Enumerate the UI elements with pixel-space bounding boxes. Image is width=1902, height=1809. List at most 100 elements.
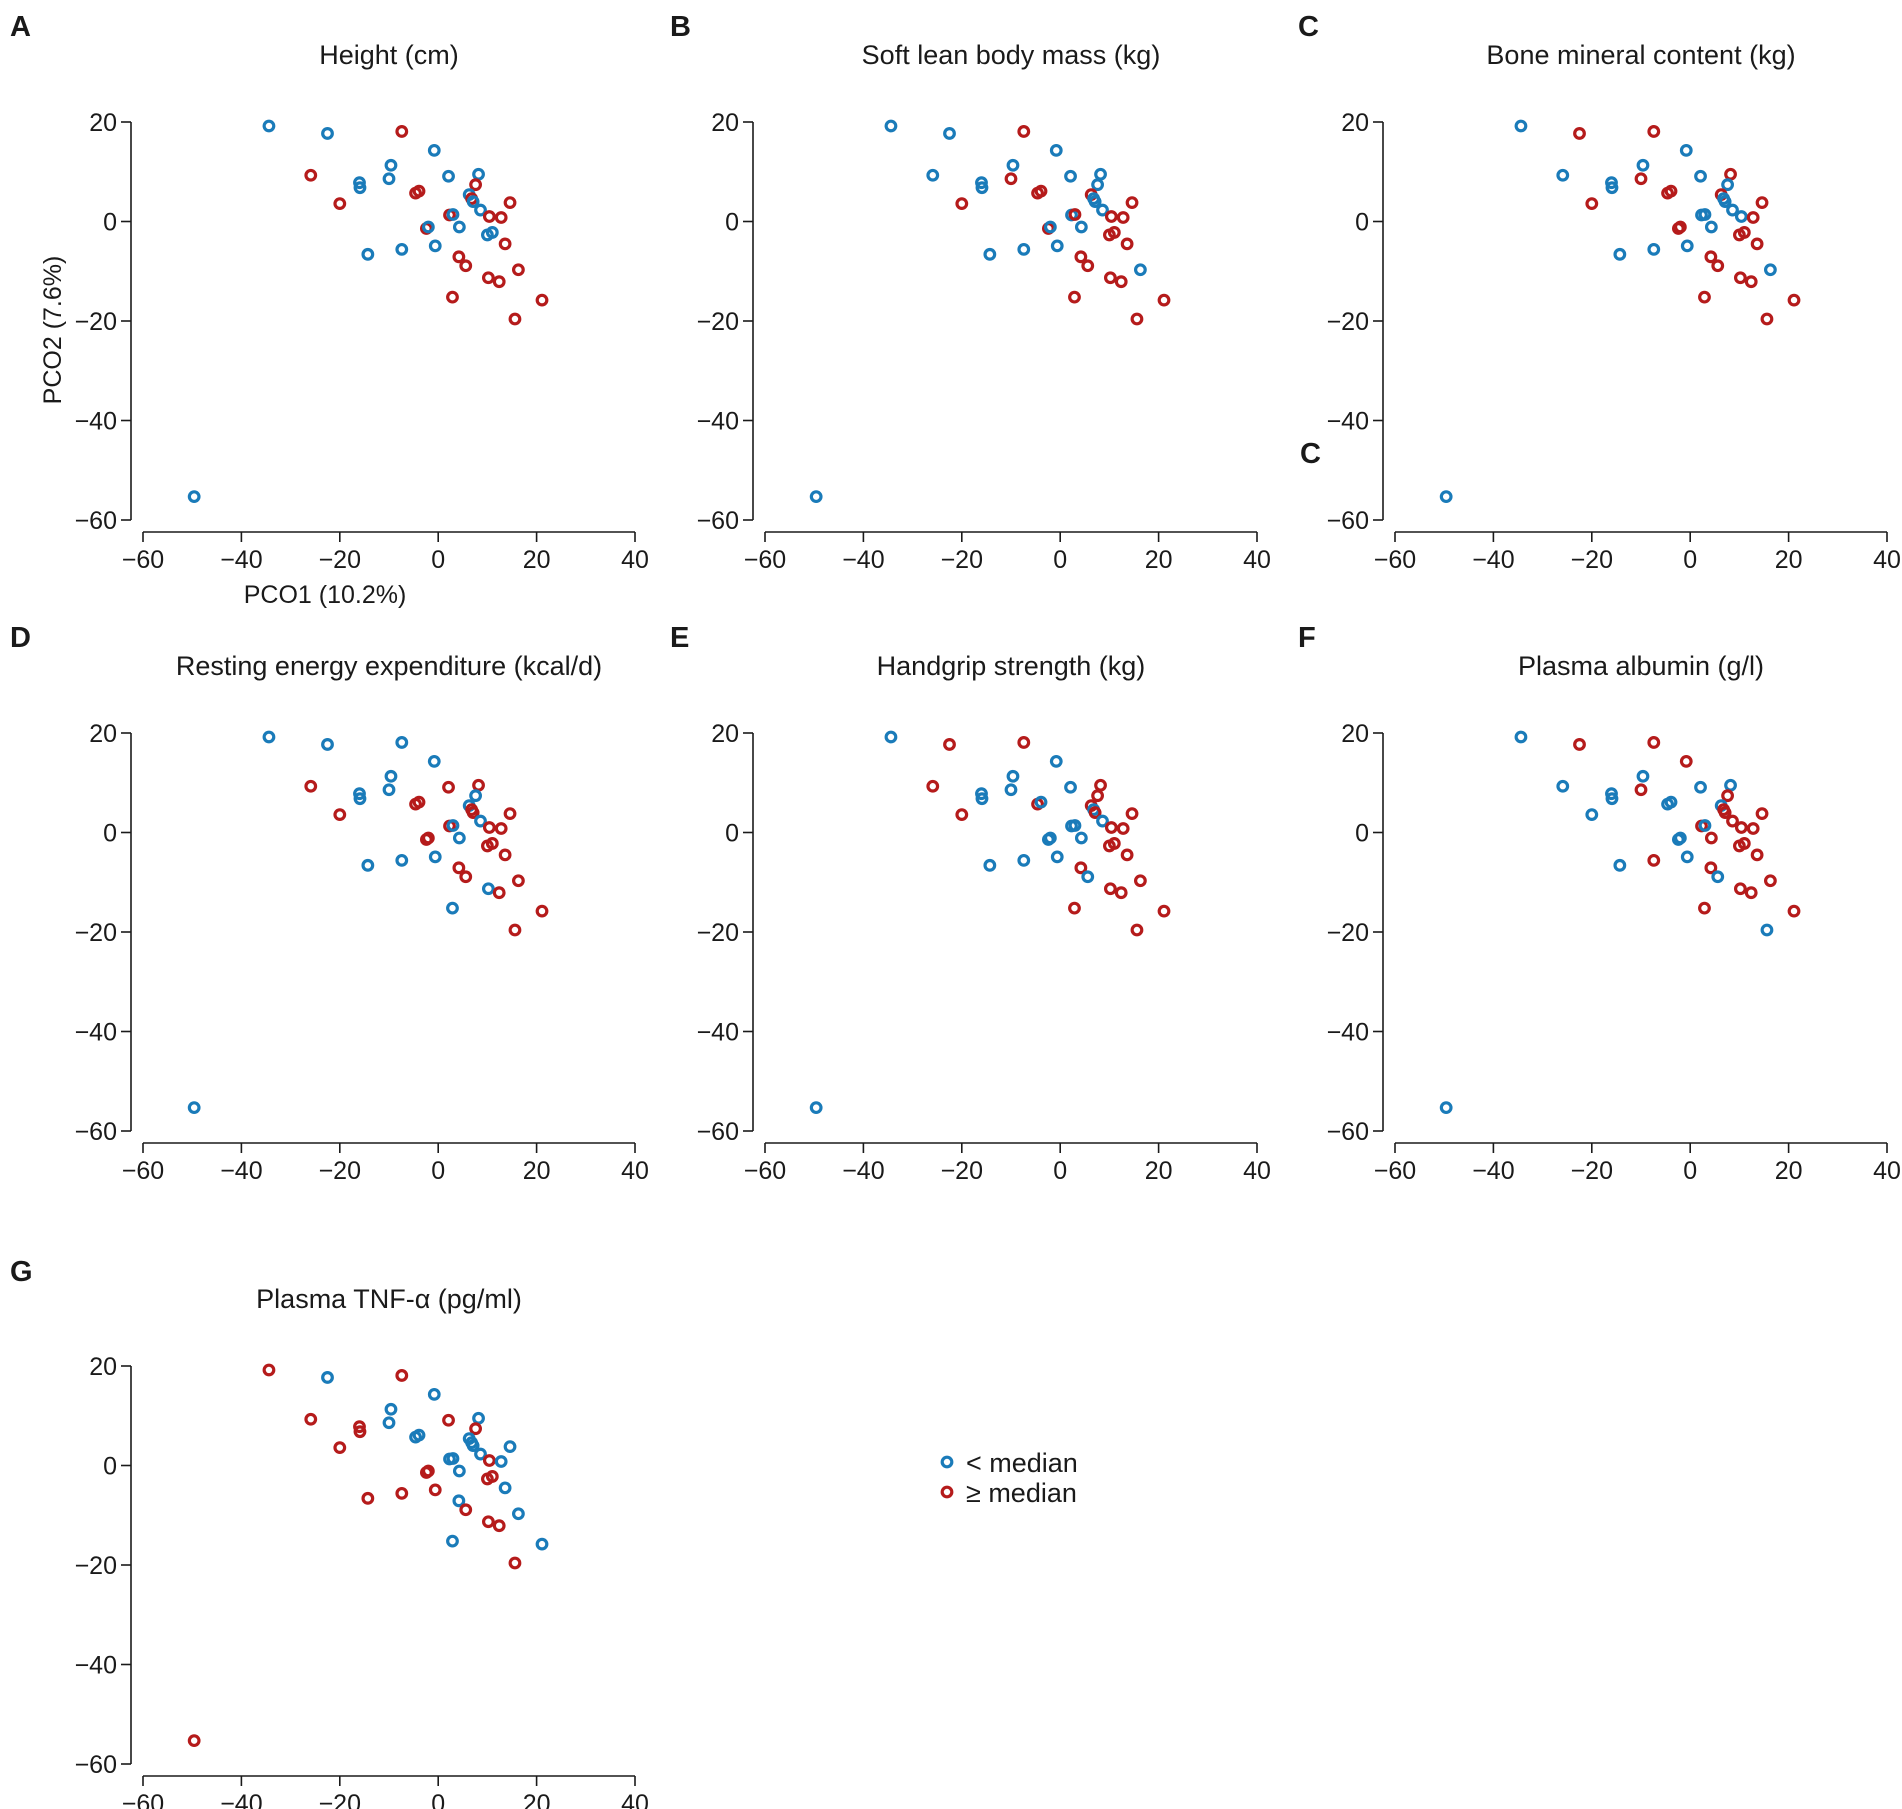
panel-c-point-below-median <box>1636 158 1650 172</box>
panel-b-point-below-median <box>983 247 997 261</box>
panel-f-point-above-median <box>1718 806 1732 819</box>
panel-f-y-tick-label: −60 <box>1327 1118 1369 1146</box>
panel-d-point-below-median <box>474 814 487 828</box>
panel-a-x-tick-label: 0 <box>431 546 445 574</box>
panel-d-point-below-median <box>395 736 409 749</box>
panel-e-point-below-median <box>1017 853 1031 867</box>
panel-e-point-below-median <box>884 730 898 744</box>
panel-e-point-above-median <box>1094 778 1107 792</box>
panel-f-point-above-median <box>1704 861 1718 875</box>
panel-f-point-above-median <box>1755 807 1769 820</box>
panel-g-point-below-median <box>452 1494 466 1508</box>
panel-f-point-below-median <box>1514 730 1528 744</box>
panel-g-point-above-median <box>508 1556 522 1570</box>
panel-e-x-tick-label: −40 <box>842 1157 884 1185</box>
panel-b-point-below-median <box>975 176 988 190</box>
panel-g-point-below-median <box>466 1439 480 1452</box>
panel-c-point-above-median <box>1664 184 1678 198</box>
panel-d-point-below-median <box>452 831 466 845</box>
panel-g-point-below-median <box>535 1537 549 1551</box>
panel-a-point-above-median <box>452 250 466 264</box>
panel-f-point-above-median <box>1679 754 1693 768</box>
panel-c-point-above-median <box>1698 290 1711 304</box>
panel-b-point-above-median <box>1116 211 1130 224</box>
panel-g-point-above-median <box>485 1470 499 1483</box>
panel-d-point-above-median <box>494 822 508 835</box>
panel-a-point-above-median <box>498 237 512 251</box>
stray-panel-letter: C <box>1300 438 1321 470</box>
panel-d-y-tick-label: −40 <box>75 1019 117 1047</box>
panel-f-point-below-median <box>1605 787 1618 801</box>
panel-c-point-below-median <box>1704 220 1718 234</box>
panel-b-y-tick-label: −60 <box>697 507 739 535</box>
panel-d-letter: D <box>10 622 31 654</box>
panel-f-point-below-median <box>1439 1101 1453 1115</box>
panel-a-x-tick-label: 20 <box>523 546 551 574</box>
panel-g-point-above-median <box>361 1491 375 1505</box>
panel-d-point-above-median <box>508 923 522 937</box>
panel-a-point-above-median <box>508 312 522 326</box>
panel-g-y-tick-label: −20 <box>75 1552 117 1580</box>
panel-f-point-below-median <box>1636 769 1650 783</box>
panel-f-y-tick-label: −40 <box>1327 1019 1369 1047</box>
panel-e-point-above-median <box>1107 837 1121 850</box>
panel-g-point-below-median <box>321 1371 334 1384</box>
panel-b-point-below-median <box>1006 158 1020 172</box>
panel-e-letter: E <box>670 622 689 654</box>
panel-a-point-below-median <box>452 220 466 234</box>
panel-b-x-tick-label: 20 <box>1145 546 1173 574</box>
panel-e-y-tick-label: 0 <box>725 820 739 848</box>
panel-g-point-below-median <box>474 1447 487 1461</box>
panel-d-point-above-median <box>452 861 466 875</box>
panel-g-point-above-median <box>353 1420 366 1434</box>
panel-a-point-below-median <box>474 203 487 217</box>
panel-e-point-below-median <box>1064 780 1077 794</box>
panel-c-point-above-median <box>1573 127 1586 140</box>
panel-b-point-above-median <box>1114 275 1128 289</box>
panel-g-x-tick-label: −40 <box>220 1790 262 1809</box>
panel-b-point-below-median <box>1049 143 1063 157</box>
panel-e-point-above-median <box>926 779 940 793</box>
panel-a-point-below-median <box>472 167 485 181</box>
panel-b-point-above-median <box>1107 226 1121 239</box>
panel-c-point-above-median <box>1724 167 1737 181</box>
panel-a-point-below-median <box>466 195 480 209</box>
panel-g-x-tick-label: 40 <box>621 1790 649 1809</box>
panel-e-point-below-median <box>975 787 988 801</box>
panel-a-y-tick-label: 0 <box>103 209 117 237</box>
panel-c-x-tick-label: −60 <box>1374 546 1416 574</box>
panel-d-point-above-median <box>442 780 455 794</box>
panel-g-point-above-median <box>428 1483 442 1497</box>
panel-a-letter: A <box>10 11 31 43</box>
panel-b-point-below-median <box>1017 242 1031 256</box>
panel-g-point-above-median <box>459 1503 473 1517</box>
panel-f-point-above-median <box>1737 837 1751 850</box>
panel-g-x-tick-label: 20 <box>523 1790 551 1809</box>
panel-c-x-tick-label: 0 <box>1683 546 1697 574</box>
panel-a-x-tick-label: −20 <box>319 546 361 574</box>
panel-b-point-below-median <box>926 168 940 182</box>
panel-c-letter: C <box>1298 11 1319 43</box>
panel-d-point-below-median <box>469 789 482 803</box>
panel-e-point-above-median <box>943 738 956 751</box>
panel-e-point-above-median <box>1088 806 1102 819</box>
panel-e-point-below-median <box>1049 754 1063 768</box>
panel-d-point-above-median <box>511 874 525 888</box>
panel-g-point-above-median <box>353 1425 367 1439</box>
panel-e-x-tick-label: 40 <box>1243 1157 1271 1185</box>
panel-c: C Bone mineral content (kg) −60 −40 −20 0 20 40… <box>1298 11 1901 574</box>
panel-e-x-tick-label: 0 <box>1053 1157 1067 1185</box>
panel-a-y-tick-label: 20 <box>89 109 117 137</box>
panel-c-x-tick-label: −20 <box>1571 546 1613 574</box>
legend-marker-1 <box>940 1485 954 1499</box>
panel-f-point-above-median <box>1763 874 1777 888</box>
panel-c-point-above-median <box>1750 237 1764 251</box>
panel-e-y-tick-label: −60 <box>697 1118 739 1146</box>
panel-a-point-above-median <box>412 184 426 198</box>
panel-g-point-below-median <box>452 1464 466 1478</box>
panel-a-point-below-median <box>187 490 201 504</box>
panel-c-y-tick-label: 20 <box>1341 109 1369 137</box>
panel-g-point-below-median <box>503 1440 517 1453</box>
panel-e-point-above-median <box>1157 904 1171 918</box>
panel-e-point-above-median <box>1091 789 1104 803</box>
